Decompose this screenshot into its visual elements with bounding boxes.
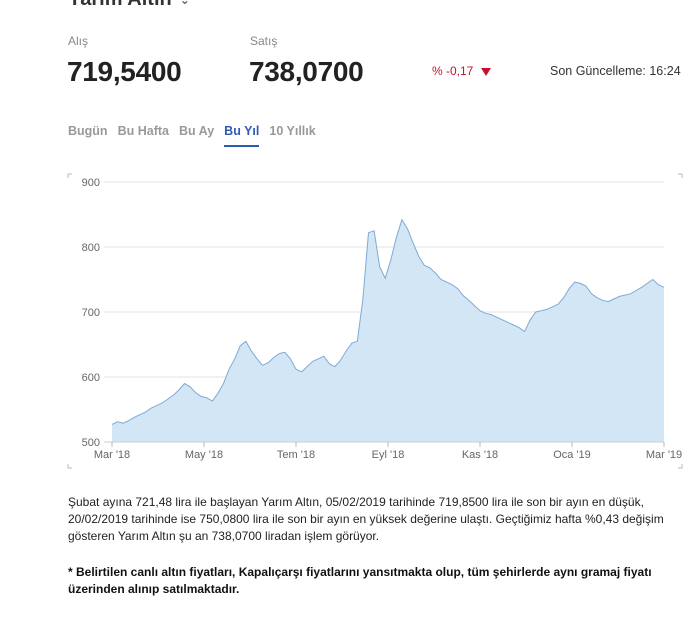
price-note: * Belirtilen canlı altın fiyatları, Kapa… bbox=[68, 565, 652, 596]
tab-10-years[interactable]: 10 Yıllık bbox=[269, 124, 316, 138]
x-tick-label: Oca '19 bbox=[553, 449, 591, 461]
x-tick-label: Tem '18 bbox=[277, 449, 315, 461]
page-title[interactable]: Yarım Altın ⌄ bbox=[68, 0, 190, 11]
price-area bbox=[112, 219, 664, 442]
buy-label: Alış bbox=[68, 34, 89, 48]
price-chart[interactable]: 500 600 700 800 900 Mar '18 May '18 Tem '18 Eyl … bbox=[66, 172, 684, 470]
y-tick-label: 800 bbox=[82, 242, 100, 254]
change-value: % -0,17 bbox=[432, 64, 474, 78]
chart-corner-mark bbox=[67, 464, 72, 469]
y-tick-label: 700 bbox=[82, 307, 100, 319]
tab-today[interactable]: Bugün bbox=[68, 124, 108, 138]
x-tick-label: Kas '18 bbox=[462, 449, 498, 461]
y-tick-label: 500 bbox=[82, 437, 100, 449]
chart-corner-mark bbox=[678, 173, 683, 178]
page-title-label: Yarım Altın bbox=[68, 0, 172, 10]
x-tick-label: Mar '19 bbox=[646, 449, 682, 461]
down-arrow-icon bbox=[481, 67, 492, 76]
sell-label: Satış bbox=[250, 34, 278, 48]
change-indicator: % -0,17 bbox=[432, 64, 492, 78]
tab-this-year[interactable]: Bu Yıl bbox=[224, 124, 260, 147]
sell-value: 738,0700 bbox=[249, 56, 364, 87]
buy-value: 719,5400 bbox=[67, 56, 182, 87]
period-tabs: Bugün Bu Hafta Bu Ay Bu Yıl 10 Yıllık bbox=[68, 124, 326, 147]
chevron-down-icon[interactable]: ⌄ bbox=[180, 0, 190, 7]
price-chart-svg: 500 600 700 800 900 Mar '18 May '18 Tem '18 Eyl … bbox=[67, 173, 683, 469]
chart-corner-mark bbox=[678, 464, 683, 469]
tab-this-week[interactable]: Bu Hafta bbox=[117, 124, 169, 138]
x-tick-label: Mar '18 bbox=[94, 449, 130, 461]
y-tick-label: 900 bbox=[82, 177, 100, 189]
y-tick-label: 600 bbox=[82, 372, 100, 384]
last-update: Son Güncelleme: 16:24 bbox=[550, 64, 681, 78]
price-description: Şubat ayına 721,48 lira ile başlayan Yar… bbox=[68, 495, 664, 543]
price-line bbox=[111, 218, 665, 425]
x-tick-label: Eyl '18 bbox=[372, 449, 405, 461]
x-tick-label: May '18 bbox=[185, 449, 223, 461]
tab-this-month[interactable]: Bu Ay bbox=[178, 124, 215, 138]
chart-corner-mark bbox=[67, 173, 72, 178]
